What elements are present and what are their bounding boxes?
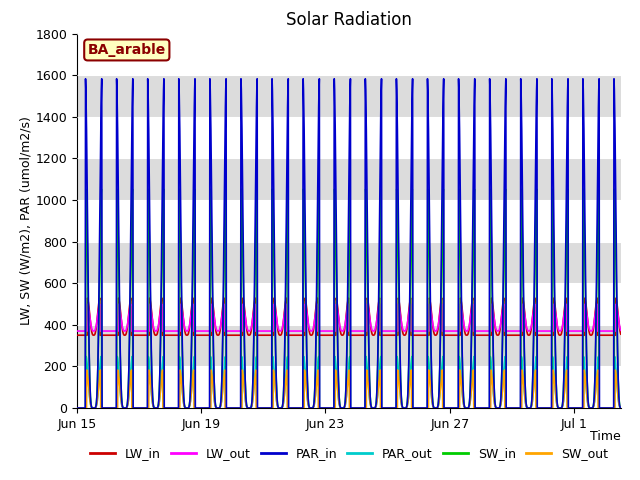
Text: Time: Time — [590, 431, 621, 444]
Bar — [77, 75, 621, 117]
Legend: LW_in, LW_out, PAR_in, PAR_out, SW_in, SW_out: LW_in, LW_out, PAR_in, PAR_out, SW_in, S… — [85, 443, 613, 466]
Text: BA_arable: BA_arable — [88, 43, 166, 57]
Bar — [77, 241, 621, 283]
Bar — [77, 325, 621, 366]
Title: Solar Radiation: Solar Radiation — [286, 11, 412, 29]
Bar — [77, 158, 621, 200]
Y-axis label: LW, SW (W/m2), PAR (umol/m2/s): LW, SW (W/m2), PAR (umol/m2/s) — [19, 116, 33, 325]
